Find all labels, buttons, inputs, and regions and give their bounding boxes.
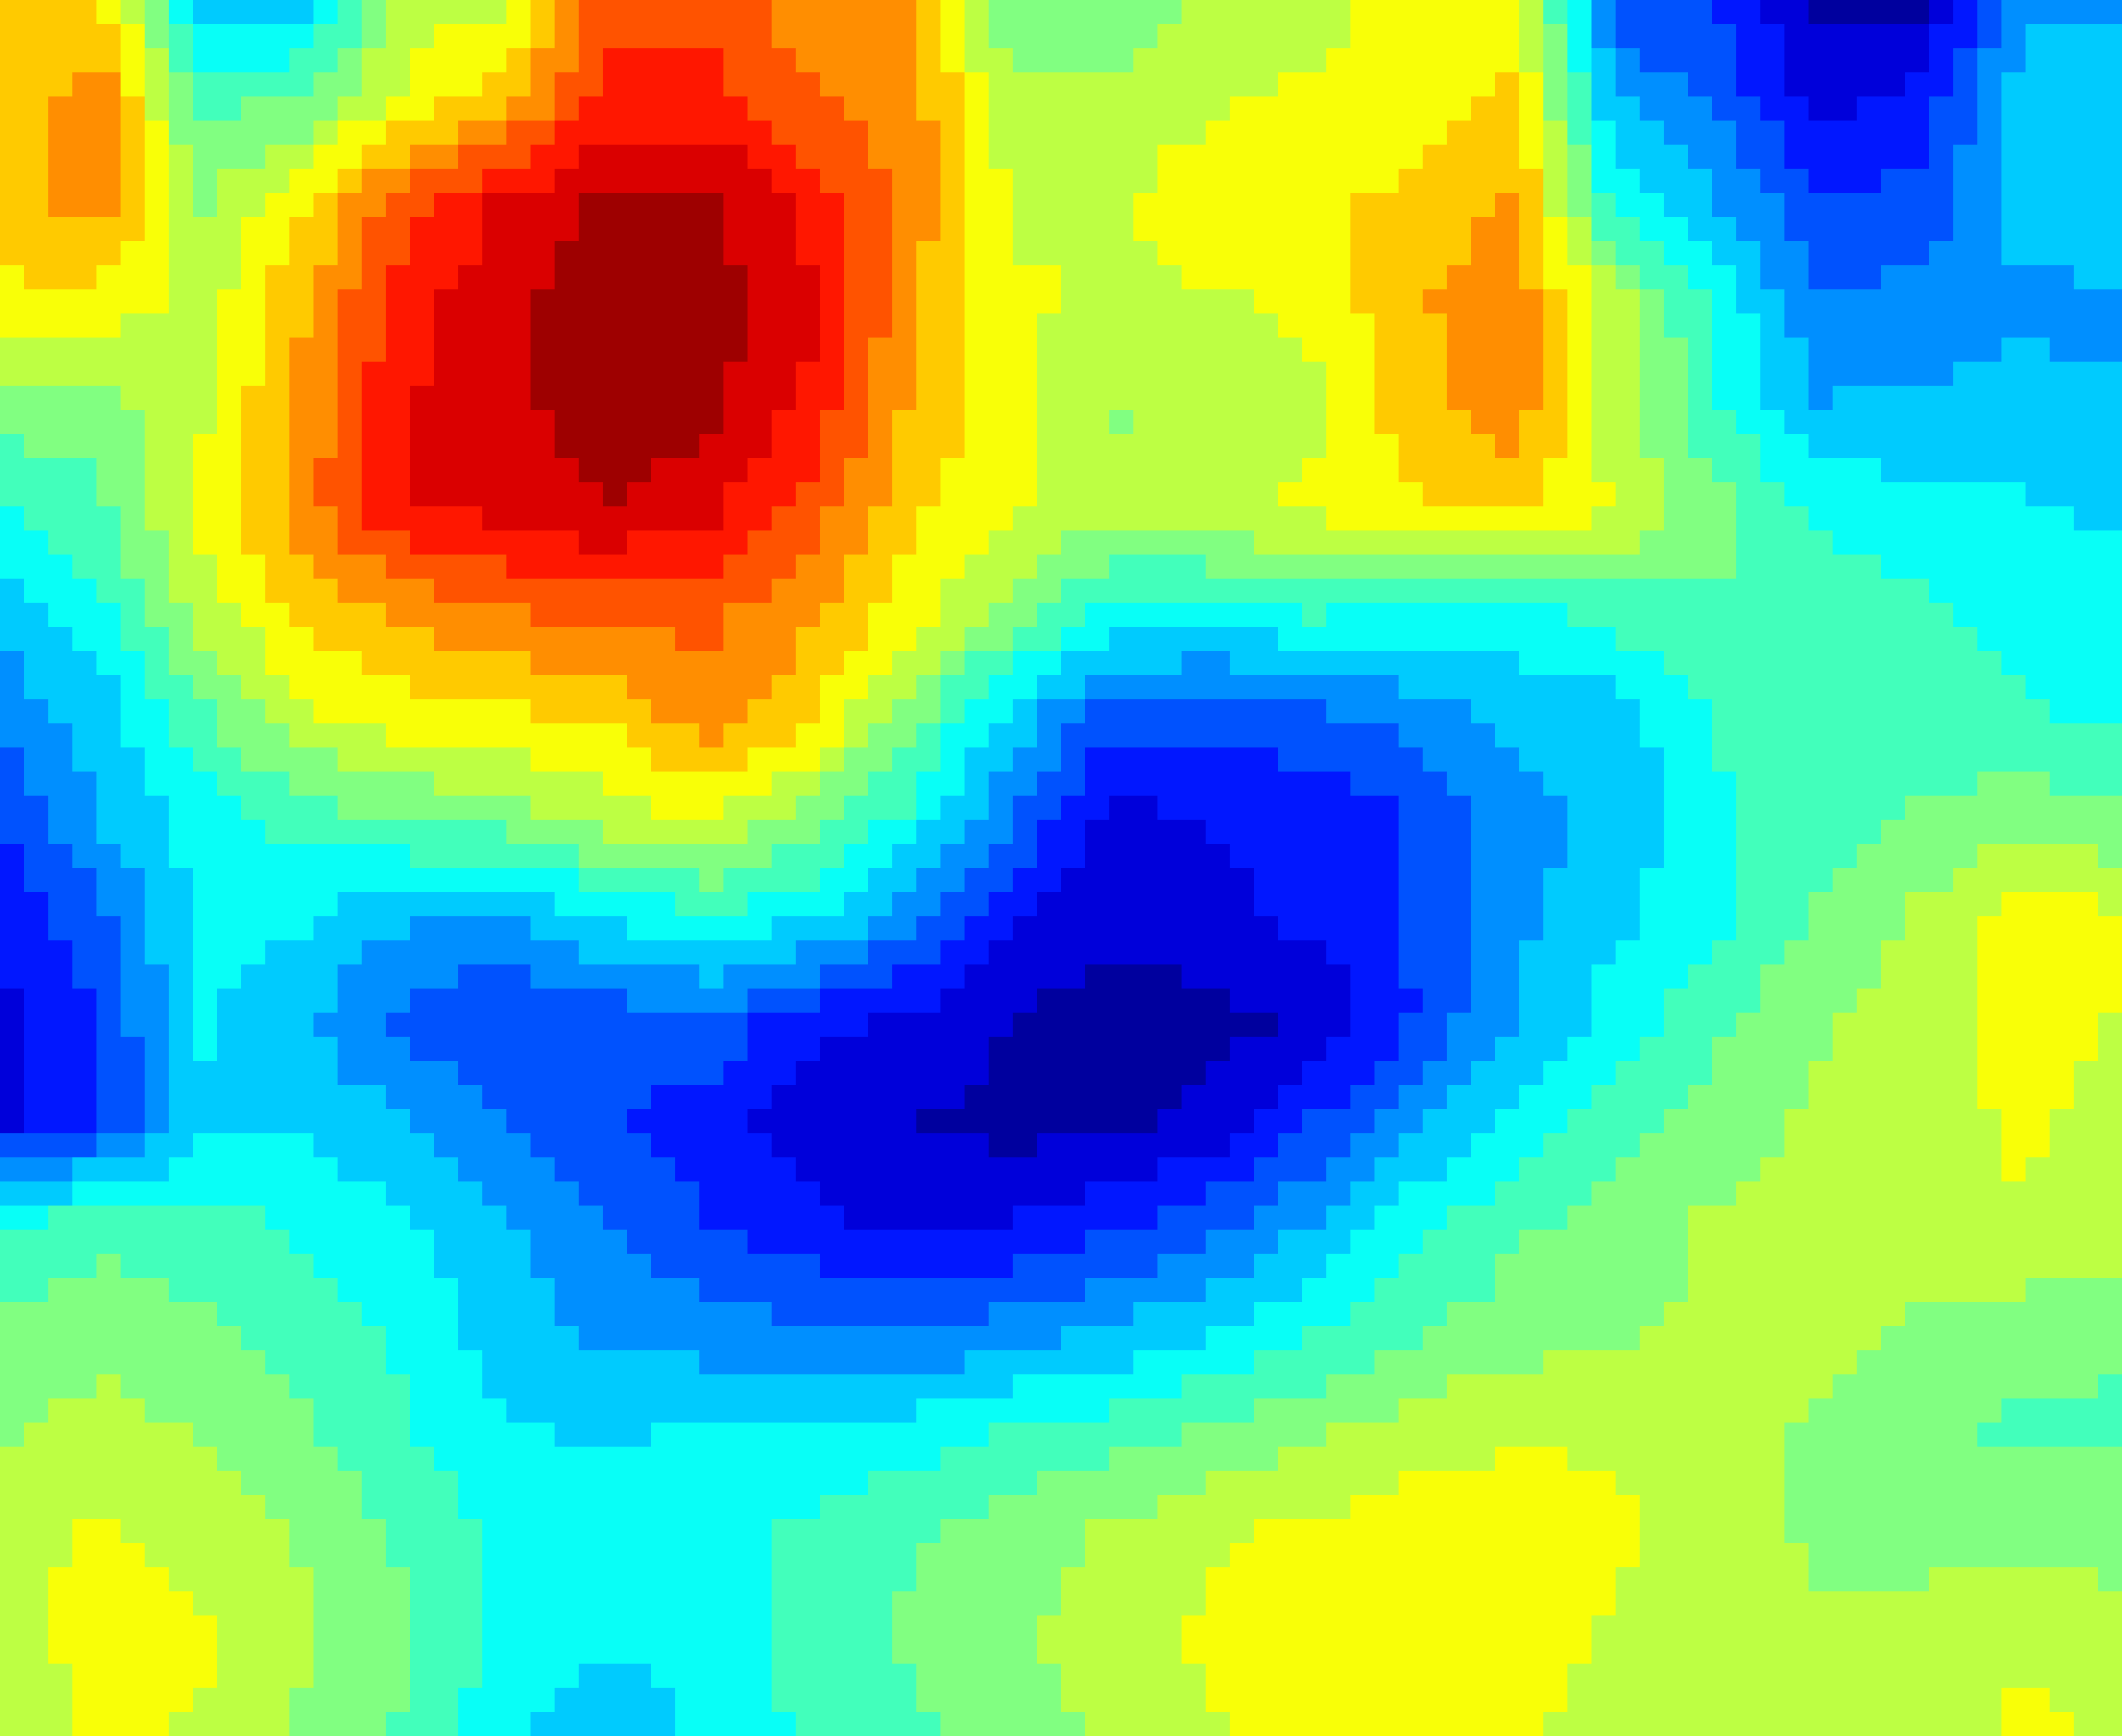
contour-band-0: [916, 0, 1929, 1157]
contour-band-16: [530, 193, 748, 506]
contour-band-3: [0, 0, 2001, 1326]
contour-band-12: [48, 0, 1543, 747]
contour-band-13: [313, 0, 892, 651]
contour-band-15: [410, 145, 820, 555]
contour-band-1: [0, 0, 1953, 1230]
contour-band-14: [362, 48, 844, 579]
